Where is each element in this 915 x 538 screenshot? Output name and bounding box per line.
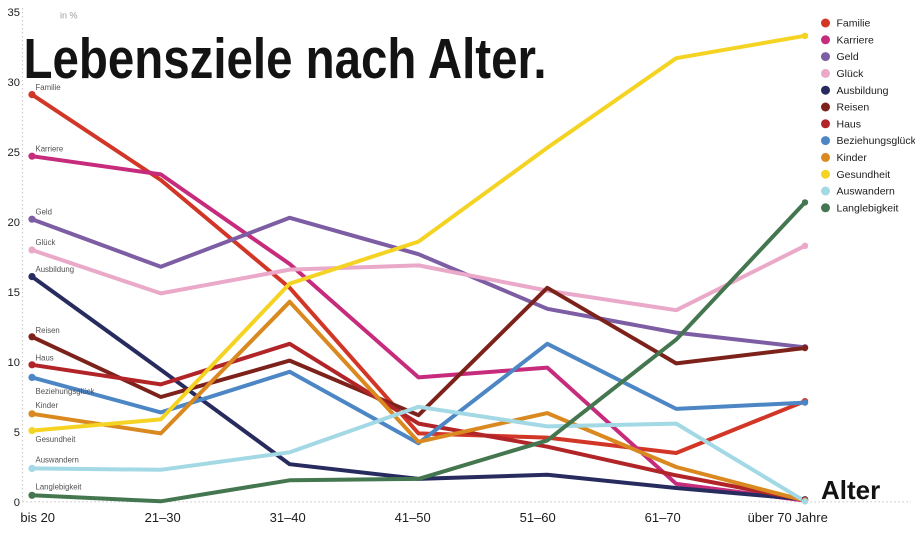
svg-text:20: 20 — [8, 217, 20, 229]
svg-text:21–30: 21–30 — [145, 510, 181, 525]
svg-text:Haus: Haus — [36, 354, 54, 363]
svg-text:5: 5 — [14, 427, 20, 439]
svg-text:Kinder: Kinder — [36, 401, 59, 410]
svg-text:35: 35 — [8, 7, 20, 19]
svg-text:25: 25 — [8, 147, 20, 159]
svg-text:Beziehungsglück: Beziehungsglück — [36, 387, 95, 396]
svg-text:über 70 Jahre: über 70 Jahre — [748, 510, 828, 525]
svg-text:bis 20: bis 20 — [20, 510, 55, 525]
svg-text:Reisen: Reisen — [837, 102, 870, 114]
svg-text:Lebensziele nach Alter.: Lebensziele nach Alter. — [24, 27, 547, 91]
svg-text:Auswandern: Auswandern — [36, 456, 79, 465]
svg-text:Auswandern: Auswandern — [837, 186, 896, 198]
svg-text:Karriere: Karriere — [36, 144, 64, 153]
svg-text:Langlebigkeit: Langlebigkeit — [36, 482, 83, 491]
svg-text:Geld: Geld — [36, 207, 52, 216]
svg-text:Kinder: Kinder — [837, 152, 868, 164]
svg-text:10: 10 — [8, 357, 20, 369]
svg-text:41–50: 41–50 — [395, 510, 431, 525]
svg-text:Haus: Haus — [837, 118, 862, 130]
svg-text:Glück: Glück — [36, 238, 56, 247]
svg-text:Alter: Alter — [821, 475, 880, 505]
svg-text:Gesundheit: Gesundheit — [36, 435, 77, 444]
svg-text:Reisen: Reisen — [36, 326, 60, 335]
svg-text:Glück: Glück — [837, 68, 865, 80]
svg-text:Geld: Geld — [837, 51, 859, 63]
svg-text:15: 15 — [8, 287, 20, 299]
svg-text:Ausbildung: Ausbildung — [837, 85, 889, 97]
svg-text:in %: in % — [60, 11, 78, 21]
svg-text:Langlebigkeit: Langlebigkeit — [837, 202, 899, 214]
svg-text:51–60: 51–60 — [520, 510, 556, 525]
svg-text:0: 0 — [14, 497, 20, 509]
svg-text:30: 30 — [8, 77, 20, 89]
svg-text:61–70: 61–70 — [645, 510, 681, 525]
svg-text:Beziehungsglück: Beziehungsglück — [837, 135, 915, 147]
svg-text:Ausbildung: Ausbildung — [36, 265, 75, 274]
svg-text:Familie: Familie — [837, 18, 871, 30]
svg-text:31–40: 31–40 — [270, 510, 306, 525]
svg-text:Gesundheit: Gesundheit — [837, 169, 891, 181]
svg-text:Karriere: Karriere — [837, 34, 875, 46]
svg-text:Familie: Familie — [36, 83, 61, 92]
